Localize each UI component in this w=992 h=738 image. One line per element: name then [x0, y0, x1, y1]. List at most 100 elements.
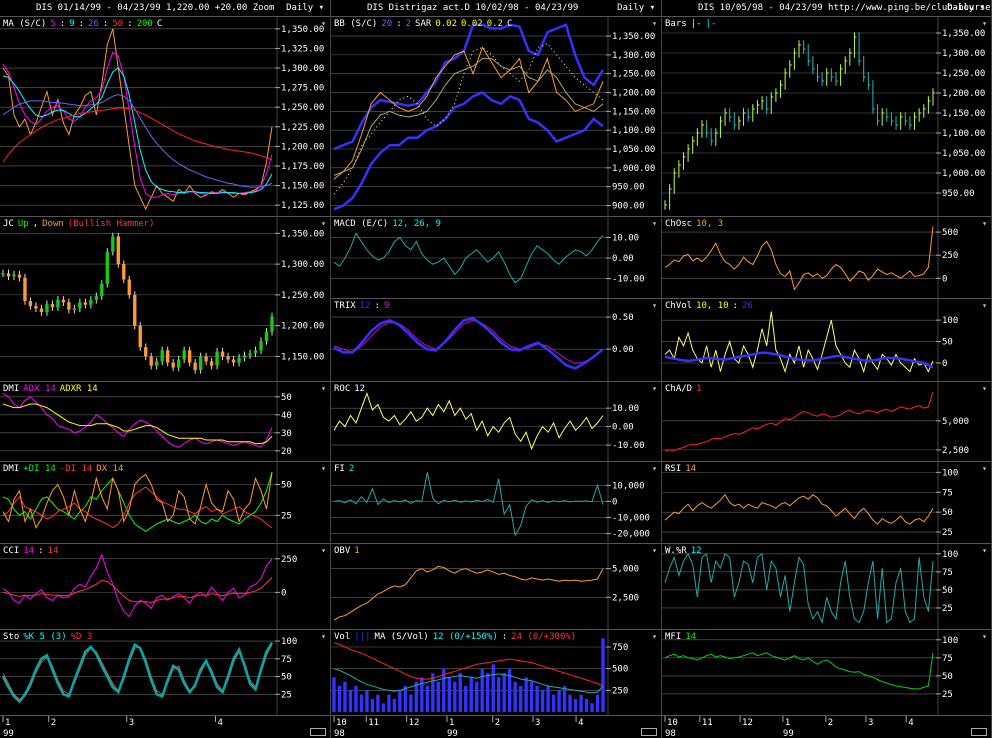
- indicator-pane-c2-obv[interactable]: OBV 1 ▾ 5,000 2,500: [331, 544, 661, 630]
- volume-bar: [425, 686, 430, 712]
- period-dropdown[interactable]: Daily: [286, 3, 324, 13]
- pane-menu-icon[interactable]: ▾: [652, 546, 657, 555]
- y-tick-label: 1,125.00: [281, 201, 324, 211]
- pane-menu-icon[interactable]: ▾: [652, 384, 657, 393]
- indicator-pane-c3-chosc[interactable]: ChOsc 10, 3 ▾ 500 250 0: [662, 217, 991, 299]
- pane-menu-icon[interactable]: ▾: [321, 632, 326, 641]
- legend-item: 14: [47, 546, 59, 556]
- pane-menu-icon[interactable]: ▾: [652, 219, 657, 228]
- year-tick-label: 98: [334, 729, 345, 738]
- chart-header: DIS 01/14/99 - 04/23/99 1,220.00 +20.00 …: [0, 0, 330, 17]
- y-tick-label: -10.00: [612, 275, 645, 285]
- period-dropdown[interactable]: Daily: [947, 3, 985, 13]
- indicator-pane-c3-chvol[interactable]: ChVol 10, 10:26 ▾ 100 50 0: [662, 299, 991, 382]
- legend-item: RSI: [665, 464, 682, 474]
- legend-item: ChVol: [665, 301, 693, 311]
- pane-menu-icon[interactable]: ▾: [982, 464, 987, 473]
- pane-menu-icon[interactable]: ▾: [982, 19, 987, 28]
- series-line: [333, 642, 604, 687]
- volume-bar: [518, 686, 523, 712]
- pane-menu-icon[interactable]: ▾: [982, 546, 987, 555]
- indicator-pane-c1-ma[interactable]: MA (S/C) 5:9:26:50:200 C ▾ 1,350.00 1,325.00 1…: [0, 17, 330, 217]
- volume-bar: [507, 668, 512, 712]
- indicator-pane-c3-bars[interactable]: Bars |- |- ▾ 1,350.00 1,300.00 1,250.00 1,200.0…: [662, 17, 991, 217]
- candle-body: [220, 351, 225, 357]
- volume-bar: [453, 681, 457, 712]
- indicator-pane-c1-jc[interactable]: JC Up, Down (Bullish Hammer) ▾ 1,350.00 1,300.…: [0, 217, 330, 382]
- volume-bar: [590, 703, 594, 712]
- indicator-legend: MACD (E/C) 12, 26, 9: [334, 219, 445, 229]
- candle-body: [160, 350, 164, 362]
- legend-item: 12: [359, 301, 371, 311]
- x-tick-label: 3: [868, 718, 873, 728]
- scroll-navigator-icon[interactable]: [971, 728, 987, 736]
- pane-menu-icon[interactable]: ▾: [321, 464, 326, 473]
- indicator-pane-c3-rsi[interactable]: RSI 14 ▾ 100 75 50 25: [662, 462, 991, 544]
- indicator-pane-c2-trix[interactable]: TRIX 12:9 ▾ 0.50 0.00: [331, 299, 661, 382]
- pane-menu-icon[interactable]: ▾: [321, 546, 326, 555]
- x-tick-label: 3: [129, 718, 134, 728]
- indicator-legend: Vol ||| MA (S/Vol) 12 (0/+150%):24 (0/+300%…: [334, 632, 580, 642]
- indicator-pane-c2-fi[interactable]: FI 2 ▾ 10,000 0 -10,000 -20,000: [331, 462, 661, 544]
- y-tick-label: 25: [942, 528, 953, 538]
- legend-item: DMI: [3, 384, 20, 394]
- legend-item: |-: [705, 19, 717, 29]
- scroll-navigator-icon[interactable]: [310, 728, 326, 736]
- pane-plot-c1-jc: 1,350.00 1,300.00 1,250.00 1,200.00 1,150.00: [0, 217, 324, 382]
- indicator-pane-c2-vol[interactable]: Vol ||| MA (S/Vol) 12 (0/+150%):24 (0/+300%…: [331, 630, 661, 716]
- scroll-navigator-icon[interactable]: [641, 728, 657, 736]
- indicator-pane-c3-mfi[interactable]: MFI 14 ▾ 100 75 50 25: [662, 630, 991, 716]
- volume-bar: [469, 677, 473, 712]
- pane-menu-icon[interactable]: ▾: [321, 219, 326, 228]
- period-dropdown[interactable]: Daily: [617, 3, 655, 13]
- y-tick-label: 25: [281, 511, 292, 521]
- legend-item: JC: [3, 219, 14, 229]
- pane-menu-icon[interactable]: ▾: [652, 19, 657, 28]
- legend-item: Vol: [334, 632, 351, 642]
- series-line: [664, 493, 934, 525]
- legend-item: 10, 10: [696, 301, 729, 311]
- candle-body: [193, 362, 197, 370]
- indicator-pane-c2-bb[interactable]: BB (S/C) 20:2 SAR 0.02 0.02 0.2 C ▾ 1,350.00 1,30…: [331, 17, 661, 217]
- indicator-pane-c1-sto[interactable]: Sto %K 5 (3) %D 3 ▾ 100 75 50 25: [0, 630, 330, 716]
- y-tick-label: 75: [942, 568, 953, 578]
- indicator-legend: JC Up, Down (Bullish Hammer): [3, 219, 159, 229]
- pane-menu-icon[interactable]: ▾: [321, 19, 326, 28]
- y-tick-label: 1,200.00: [612, 89, 655, 99]
- y-tick-label: -10.00: [612, 441, 645, 451]
- indicator-pane-c3-wr[interactable]: W.%R 12 ▾ 100 75 50 25: [662, 544, 991, 630]
- legend-item: :: [732, 301, 739, 311]
- indicator-pane-c3-chad[interactable]: ChA/D 1 ▾ 5,000 2,500: [662, 382, 991, 462]
- pane-plot-c2-bb: 1,350.00 1,300.00 1,250.00 1,200.00 1,150.00…: [331, 17, 655, 217]
- candle-body: [111, 236, 115, 252]
- volume-bar: [337, 686, 342, 712]
- legend-item: ROC: [334, 384, 351, 394]
- indicator-pane-c1-dmi[interactable]: DMI ADX 14 ADXR 14 ▾ 50 40 30 20: [0, 382, 330, 462]
- y-tick-label: 0.00: [612, 345, 634, 355]
- pane-menu-icon[interactable]: ▾: [652, 301, 657, 310]
- series-line: [333, 317, 604, 370]
- pane-menu-icon[interactable]: ▾: [321, 384, 326, 393]
- pane-menu-icon[interactable]: ▾: [982, 219, 987, 228]
- legend-item: :: [127, 19, 133, 29]
- volume-bar: [332, 677, 336, 712]
- indicator-pane-c2-macd[interactable]: MACD (E/C) 12, 26, 9 ▾ 10.00 0.00 -10.00: [331, 217, 661, 299]
- y-tick-label: 1,200.00: [281, 142, 324, 152]
- indicator-pane-c1-dmi2[interactable]: DMI +DI 14 -DI 14 DX 14 ▾ 50 25: [0, 462, 330, 544]
- legend-item: 26: [88, 19, 99, 29]
- indicator-pane-c2-roc[interactable]: ROC 12 ▾ 10.00 0.00 -10.00: [331, 382, 661, 462]
- y-tick-label: 50: [281, 673, 292, 683]
- pane-menu-icon[interactable]: ▾: [982, 301, 987, 310]
- volume-bar: [370, 699, 375, 712]
- candle-body: [61, 299, 66, 303]
- year-tick-label: 99: [447, 729, 458, 738]
- pane-menu-icon[interactable]: ▾: [652, 464, 657, 473]
- candle-body: [182, 350, 186, 360]
- pane-menu-icon[interactable]: ▾: [982, 384, 987, 393]
- legend-item: MACD (E/C): [334, 219, 389, 229]
- pane-menu-icon[interactable]: ▾: [652, 632, 657, 641]
- indicator-legend: FI 2: [334, 464, 358, 474]
- indicator-pane-c1-cci[interactable]: CCI 14:14 ▾ 250 0: [0, 544, 330, 630]
- y-tick-label: 1,150.00: [942, 109, 985, 119]
- pane-menu-icon[interactable]: ▾: [982, 632, 987, 641]
